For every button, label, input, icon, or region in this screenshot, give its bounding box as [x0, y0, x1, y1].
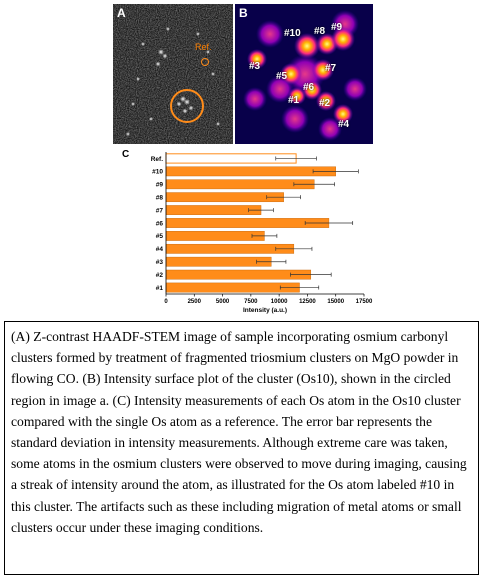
bar	[165, 256, 272, 267]
category-label: #4	[156, 246, 164, 253]
ref-atom-marker	[201, 58, 209, 66]
category-label: #3	[156, 259, 164, 266]
atom-label: #10	[284, 28, 301, 39]
atom-label: #8	[314, 26, 326, 37]
atom-label: #4	[338, 119, 350, 130]
x-tick-label: 17500	[356, 299, 373, 305]
intensity-bar-chart: C Ref.#10#9#8#7#6#5#4#3#2#10 2500 5000 7500…	[122, 149, 373, 314]
bar	[165, 231, 265, 241]
bar	[165, 166, 336, 177]
category-label: #6	[156, 220, 164, 227]
category-label: #1	[156, 285, 164, 292]
category-label: #7	[156, 207, 164, 214]
bar	[165, 192, 284, 203]
category-label: #8	[156, 194, 164, 201]
intensity-bar-chart-panel-c: C Ref. #10 #9 #8 #7 #6 #5 #4 #3 #2 #1 0 2500 5000 7500…	[113, 148, 373, 316]
bar	[165, 282, 300, 293]
stem-image-panel-a: A Ref.	[113, 4, 233, 144]
atom-label: #2	[319, 98, 331, 109]
bar	[165, 205, 262, 215]
panel-c-letter: C	[122, 149, 129, 160]
atom-label: #6	[303, 82, 315, 93]
x-tick-label: 10000	[271, 299, 288, 305]
atom-label: #5	[276, 71, 288, 82]
bar	[165, 243, 295, 254]
bar	[165, 179, 315, 190]
cluster-circle-marker	[170, 89, 204, 123]
x-tick-label: 12500	[299, 299, 316, 305]
category-label: #2	[156, 272, 164, 279]
atom-label: #9	[331, 22, 343, 33]
ref-label: Ref.	[195, 42, 212, 52]
x-tick-label: 2500	[188, 299, 202, 305]
x-tick-label: 15000	[327, 299, 344, 305]
intensity-surface-panel-b: B #10 #8 #9 #3 #5 #7 #6 #1 #2 #4	[235, 4, 373, 144]
category-label: Ref.	[151, 156, 163, 163]
atom-label: #1	[288, 95, 300, 106]
stem-image-a	[113, 4, 233, 144]
atom-label: #7	[325, 63, 337, 74]
category-label: #9	[156, 182, 164, 189]
bar	[165, 269, 312, 280]
atom-label: #3	[249, 61, 261, 72]
x-axis-label: Intensity (a.u.)	[243, 307, 287, 314]
category-label: #10	[152, 169, 163, 176]
x-tick-label: 5000	[216, 299, 230, 305]
category-label: #5	[156, 233, 164, 240]
bar	[165, 218, 330, 228]
figure-caption: (A) Z-contrast HAADF-STEM image of sampl…	[4, 321, 479, 575]
x-tick-label: 7500	[244, 299, 258, 305]
x-tick-label: 0	[164, 299, 168, 305]
intensity-surface-plot	[235, 4, 373, 144]
panel-a-letter: A	[117, 6, 126, 20]
panel-b-letter: B	[239, 6, 248, 20]
